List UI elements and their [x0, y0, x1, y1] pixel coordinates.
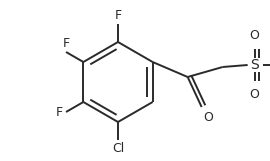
Text: F: F	[62, 37, 70, 50]
Text: S: S	[250, 58, 259, 72]
Text: Cl: Cl	[112, 142, 124, 155]
Text: O: O	[250, 88, 259, 101]
Text: F: F	[56, 105, 63, 118]
Text: F: F	[114, 9, 122, 22]
Text: O: O	[250, 29, 259, 42]
Text: O: O	[204, 111, 214, 124]
